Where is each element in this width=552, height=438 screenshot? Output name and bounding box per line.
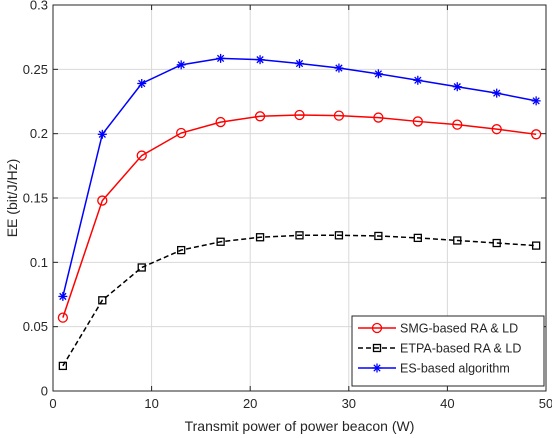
- data-point-marker: [374, 69, 383, 78]
- x-tick-label: 50: [539, 396, 552, 411]
- y-tick-label: 0.05: [23, 319, 48, 334]
- data-point-marker: [413, 76, 422, 85]
- legend-label: ES-based algorithm: [400, 362, 510, 376]
- data-point-marker: [532, 96, 541, 105]
- legend-label: SMG-based RA & LD: [400, 322, 518, 336]
- data-point-marker: [216, 54, 225, 63]
- x-axis-label: Transmit power of power beacon (W): [185, 418, 415, 434]
- y-tick-label: 0.25: [23, 62, 48, 77]
- data-point-marker: [256, 55, 265, 64]
- data-point-marker: [334, 64, 343, 73]
- legend-label: ETPA-based RA & LD: [400, 342, 521, 356]
- data-point-marker: [453, 82, 462, 91]
- x-tick-label: 20: [243, 396, 257, 411]
- y-axis-label: EE (bit/J/Hz): [4, 159, 20, 238]
- data-point-marker: [137, 79, 146, 88]
- x-tick-label: 0: [49, 396, 56, 411]
- y-tick-label: 0.1: [30, 255, 48, 270]
- y-tick-label: 0: [41, 384, 48, 399]
- data-point-marker: [373, 364, 382, 373]
- x-tick-label: 30: [342, 396, 356, 411]
- x-tick-label: 40: [440, 396, 454, 411]
- x-tick-label: 10: [144, 396, 158, 411]
- legend: SMG-based RA & LD ETPA-based RA & LD ES-ba…: [352, 316, 544, 386]
- y-tick-label: 0.15: [23, 191, 48, 206]
- data-point-marker: [98, 130, 107, 139]
- y-tick-label: 0.3: [30, 0, 48, 13]
- data-point-marker: [295, 59, 304, 68]
- data-point-marker: [58, 292, 67, 301]
- data-point-marker: [492, 89, 501, 98]
- data-point-marker: [177, 60, 186, 69]
- y-tick-label: 0.2: [30, 126, 48, 141]
